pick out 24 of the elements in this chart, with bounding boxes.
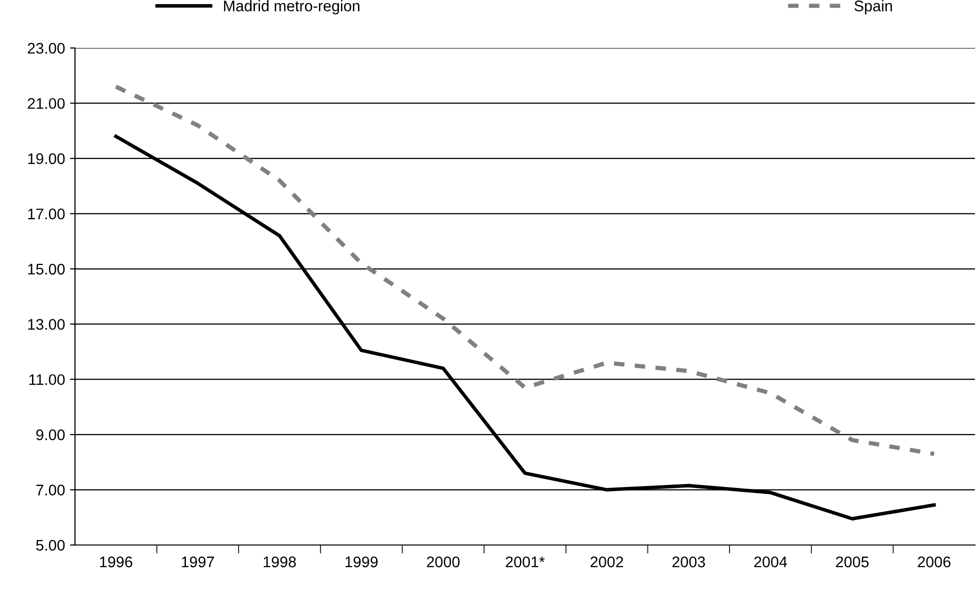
y-tick-label: 9.00 <box>36 429 65 440</box>
x-tick-label: 2002 <box>590 556 624 568</box>
x-tick-label: 2001* <box>506 556 545 568</box>
y-tick-label: 7.00 <box>36 484 65 496</box>
x-tick-label: 2005 <box>836 556 869 568</box>
y-tick-label: 23.00 <box>28 42 65 54</box>
y-tick-label: 11.00 <box>29 374 65 386</box>
line-series <box>114 84 936 456</box>
x-tick-label: 2006 <box>918 556 950 568</box>
y-tick-label: 5.00 <box>36 540 65 551</box>
y-tick-label: 17.00 <box>28 208 65 220</box>
x-tick-label: 1998 <box>264 556 296 568</box>
y-tick-label: 13.00 <box>28 318 65 330</box>
x-tick-label: 1996 <box>100 556 132 568</box>
y-tick-label: 15.00 <box>28 264 65 275</box>
legend-label: Spain <box>854 0 892 14</box>
y-tick-label: 21.00 <box>28 98 65 109</box>
x-tick-label: 2004 <box>754 556 788 568</box>
legend-label: Madrid metro-region <box>224 0 360 14</box>
x-tick-label: 2003 <box>672 556 705 568</box>
x-tick-label: 1999 <box>346 556 378 568</box>
y-tick-label: 19.00 <box>28 153 65 164</box>
x-tick-label: 1997 <box>182 556 214 568</box>
x-tick-label: 2000 <box>426 556 460 568</box>
